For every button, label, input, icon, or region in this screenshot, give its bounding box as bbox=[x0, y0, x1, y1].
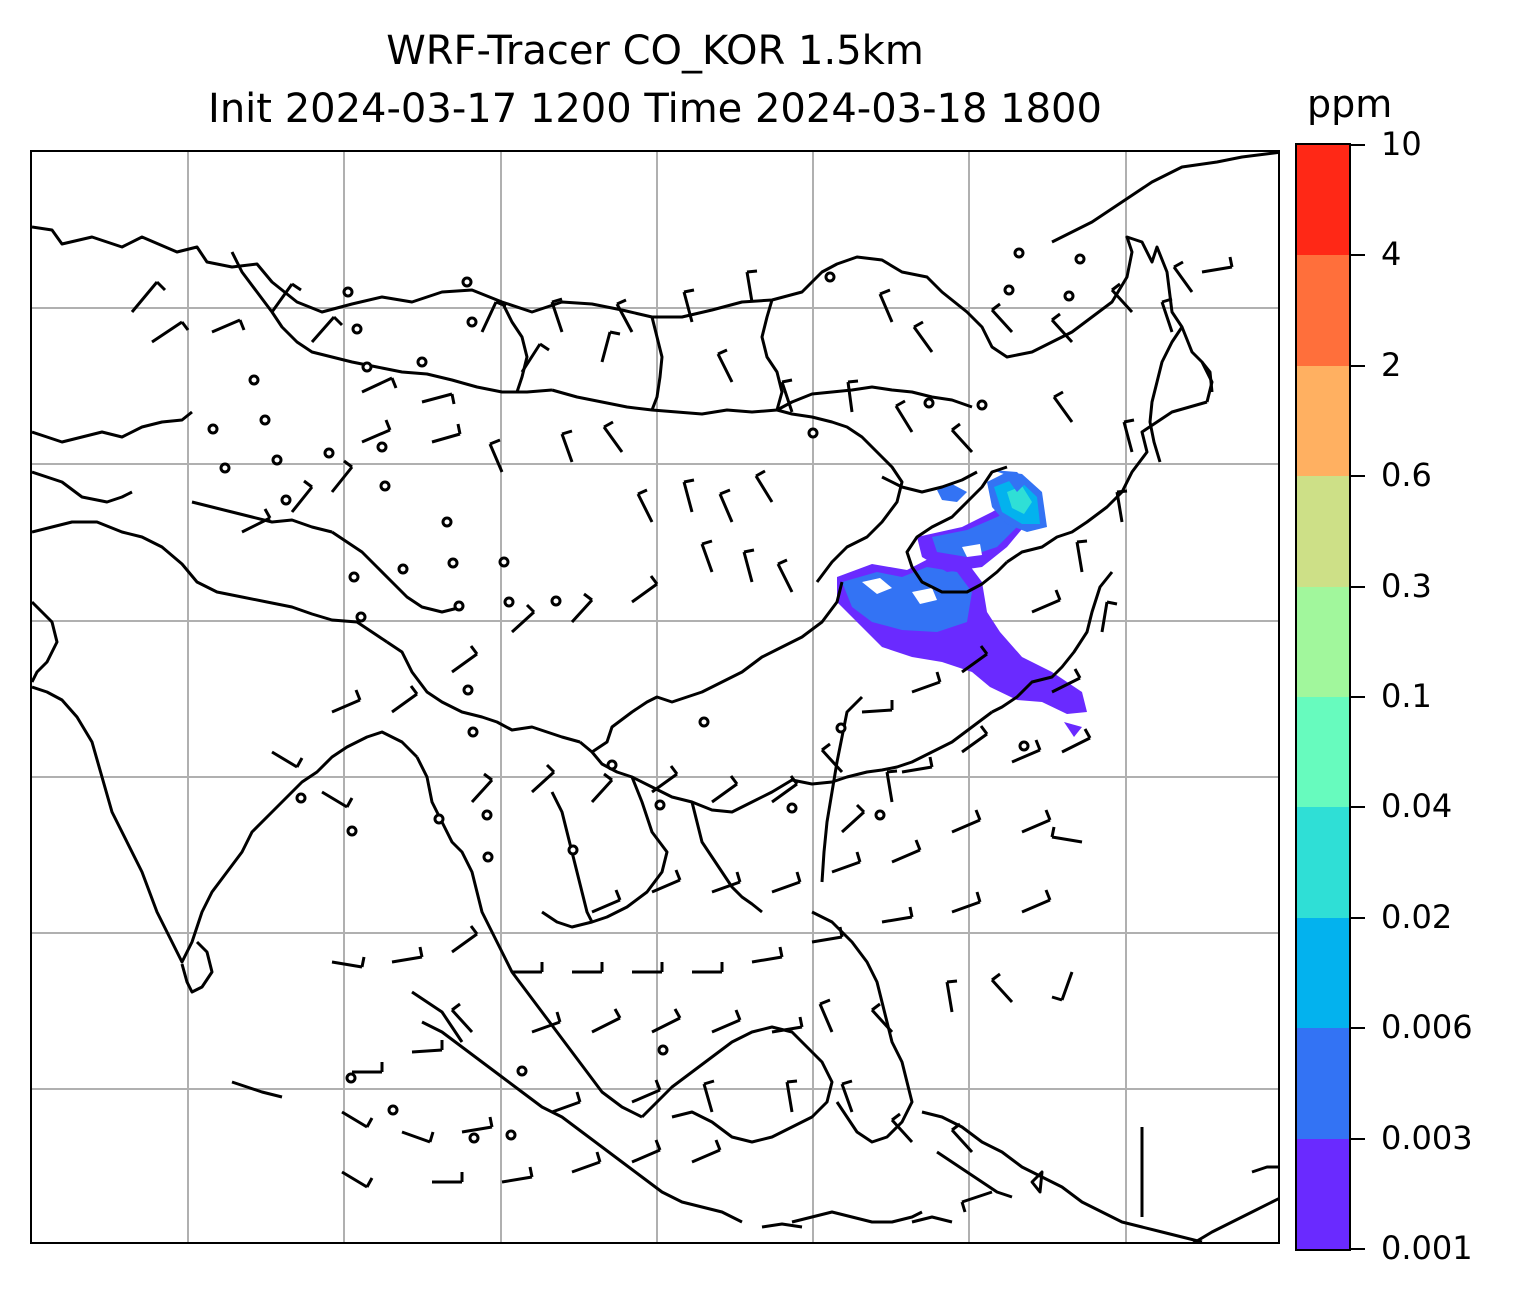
colorbar-segment bbox=[1297, 1027, 1349, 1139]
co-tracer-plume bbox=[837, 470, 1087, 737]
colorbar-segment bbox=[1297, 696, 1349, 808]
calm-wind-circles bbox=[207, 247, 1086, 1144]
colorbar-segment bbox=[1297, 365, 1349, 477]
colorbar-segment bbox=[1297, 475, 1349, 587]
colorbar-tick-label: 0.006 bbox=[1381, 1008, 1473, 1047]
colorbar-segment bbox=[1297, 917, 1349, 1029]
colorbar-tick-label: 0.6 bbox=[1381, 456, 1432, 495]
colorbar-tick-label: 0.3 bbox=[1381, 566, 1432, 605]
map-canvas bbox=[32, 152, 1278, 1242]
colorbar-tick-label: 10 bbox=[1381, 125, 1422, 163]
wind-barbs bbox=[130, 256, 1234, 1213]
chart-title-line1: WRF-Tracer CO_KOR 1.5km bbox=[386, 28, 924, 74]
colorbar-segment bbox=[1297, 1138, 1349, 1249]
colorbar-tick bbox=[1351, 1027, 1365, 1030]
colorbar-segment bbox=[1297, 586, 1349, 697]
colorbar-segment bbox=[1297, 144, 1349, 256]
colorbar-tick-label: 0.1 bbox=[1381, 677, 1432, 715]
colorbar-segment bbox=[1297, 806, 1349, 918]
colorbar-tick bbox=[1351, 585, 1365, 588]
colorbar-tick-label: 0.001 bbox=[1381, 1229, 1473, 1267]
chart-title-line2: Init 2024-03-17 1200 Time 2024-03-18 180… bbox=[208, 86, 1102, 132]
colorbar-unit: ppm bbox=[1307, 82, 1393, 126]
colorbar-tick bbox=[1351, 1248, 1365, 1250]
colorbar-tick-label: 0.003 bbox=[1381, 1118, 1473, 1157]
colorbar-tick-label: 2 bbox=[1381, 345, 1402, 384]
colorbar-tick bbox=[1351, 364, 1365, 367]
colorbar-tick bbox=[1351, 696, 1365, 698]
colorbar-tick bbox=[1351, 254, 1365, 257]
map-gridlines bbox=[32, 152, 1278, 1242]
colorbar-tick bbox=[1351, 475, 1365, 478]
colorbar-tick-label: 0.04 bbox=[1381, 787, 1453, 826]
colorbar-tick bbox=[1351, 916, 1365, 919]
colorbar-tick-label: 4 bbox=[1381, 235, 1402, 274]
colorbar bbox=[1295, 143, 1351, 1251]
colorbar-tick-label: 0.02 bbox=[1381, 897, 1453, 936]
colorbar-segment bbox=[1297, 254, 1349, 366]
coastlines-and-borders bbox=[32, 152, 1278, 1242]
colorbar-tick bbox=[1351, 806, 1365, 809]
colorbar-tick bbox=[1351, 1137, 1365, 1140]
colorbar-tick bbox=[1351, 144, 1365, 146]
map-panel bbox=[30, 150, 1280, 1244]
